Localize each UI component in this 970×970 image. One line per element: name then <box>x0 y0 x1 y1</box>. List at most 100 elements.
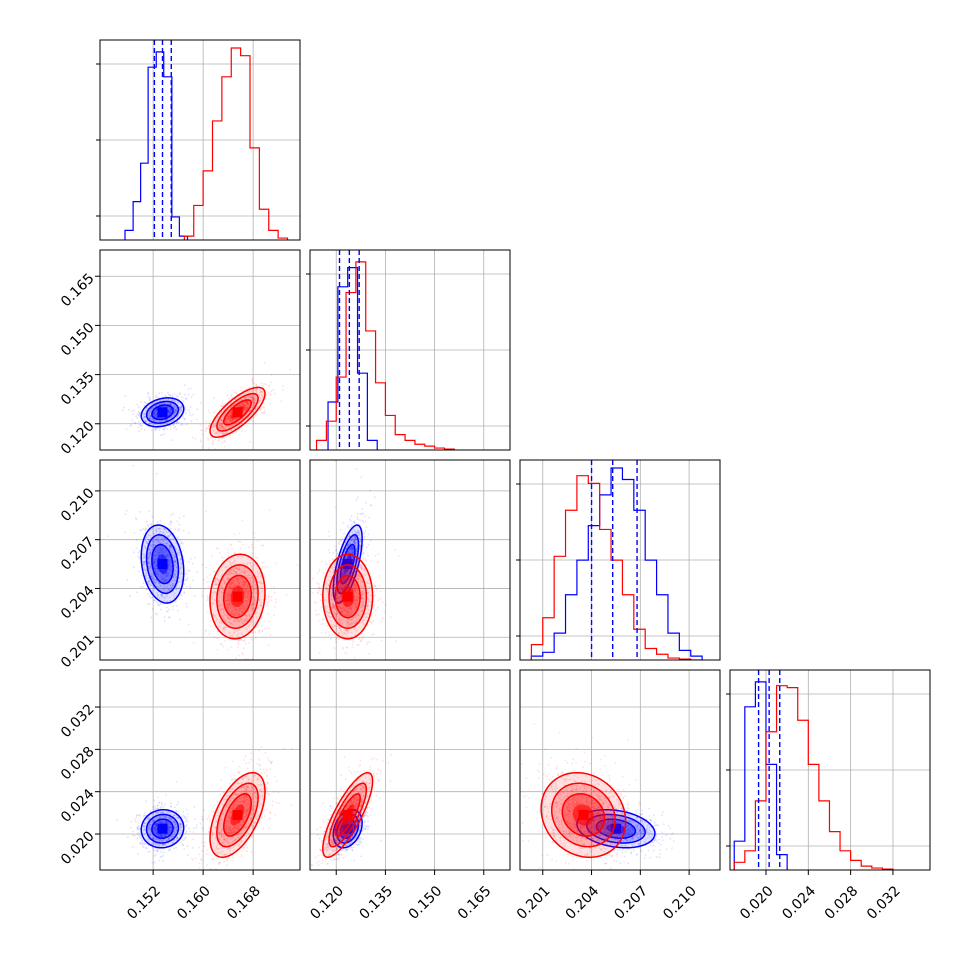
scatter-point <box>220 431 223 434</box>
scatter-point <box>167 572 170 574</box>
scatter-point <box>145 407 148 409</box>
scatter-point <box>159 585 162 588</box>
scatter-point <box>342 568 345 571</box>
scatter-point <box>155 531 157 533</box>
scatter-point <box>164 542 167 545</box>
scatter-point <box>177 421 180 424</box>
scatter-point <box>237 580 240 582</box>
scatter-point <box>183 583 186 586</box>
scatter-point <box>165 539 168 541</box>
scatter-point <box>245 628 248 630</box>
scatter-point <box>209 625 212 628</box>
scatter-point <box>352 589 355 592</box>
scatter-point <box>348 535 351 538</box>
scatter-point <box>174 573 177 576</box>
scatter-point <box>341 633 344 636</box>
scatter-point <box>247 626 249 628</box>
scatter-point <box>341 572 343 574</box>
scatter-point <box>172 399 174 402</box>
scatter-point <box>240 578 243 580</box>
scatter-point <box>183 515 185 518</box>
scatter-point <box>205 576 208 578</box>
scatter-point <box>227 599 230 601</box>
scatter-point <box>236 619 239 622</box>
scatter-point <box>249 408 252 411</box>
scatter-point <box>243 409 246 411</box>
scatter-point <box>251 612 253 615</box>
scatter-point <box>214 423 217 426</box>
scatter-point <box>163 585 166 588</box>
scatter-point <box>241 620 244 622</box>
scatter-point <box>163 533 166 536</box>
scatter-point <box>233 620 236 623</box>
scatter-point <box>359 546 361 548</box>
histogram-series-0 <box>530 467 703 660</box>
scatter-point <box>337 590 339 592</box>
scatter-point <box>226 577 229 580</box>
scatter-point <box>175 422 178 425</box>
scatter-point <box>338 540 341 543</box>
scatter-point <box>245 406 248 409</box>
scatter-point <box>220 405 223 408</box>
scatter-point <box>340 590 343 592</box>
scatter-point <box>180 565 183 568</box>
scatter-point <box>253 536 256 539</box>
scatter-point <box>153 412 156 415</box>
scatter-point <box>259 396 262 399</box>
scatter-point <box>156 613 159 616</box>
scatter-point <box>168 545 171 548</box>
scatter-point <box>337 591 339 594</box>
scatter-point <box>335 565 338 568</box>
scatter-point <box>245 564 248 566</box>
scatter-point <box>165 555 168 557</box>
scatter-point <box>144 420 147 423</box>
scatter-point <box>139 401 142 403</box>
scatter-point <box>252 399 254 401</box>
scatter-point <box>213 598 216 601</box>
scatter-point <box>235 391 238 394</box>
scatter-point <box>154 561 156 563</box>
scatter-point <box>151 515 154 518</box>
scatter-point <box>225 566 228 568</box>
scatter-point <box>173 597 175 599</box>
scatter-point <box>192 413 195 416</box>
scatter-point <box>230 580 233 583</box>
scatter-point <box>246 403 249 406</box>
scatter-point <box>343 573 346 576</box>
scatter-point <box>168 562 171 565</box>
scatter-point <box>332 582 335 585</box>
scatter-point <box>234 391 236 394</box>
scatter-point <box>162 542 165 545</box>
scatter-point <box>335 641 337 644</box>
scatter-point <box>190 387 193 390</box>
scatter-point <box>153 540 156 543</box>
scatter-point <box>148 423 151 425</box>
scatter-point <box>241 571 244 574</box>
scatter-point <box>259 391 262 394</box>
scatter-point <box>260 601 262 604</box>
scatter-point <box>144 529 147 532</box>
scatter-point <box>255 592 258 595</box>
scatter-point <box>131 410 134 412</box>
scatter-point <box>380 620 383 623</box>
scatter-point <box>244 571 246 574</box>
scatter-point <box>142 533 145 536</box>
scatter-point <box>252 592 254 594</box>
scatter-point <box>232 605 235 608</box>
scatter-point <box>235 417 238 419</box>
scatter-point <box>348 614 351 616</box>
scatter-point <box>267 597 270 600</box>
scatter-point <box>168 417 171 419</box>
scatter-point <box>157 594 160 597</box>
scatter-point <box>221 423 224 426</box>
scatter-point <box>235 567 238 569</box>
scatter-point <box>162 576 165 579</box>
scatter-point <box>232 584 235 587</box>
scatter-point <box>254 408 257 411</box>
scatter-point <box>268 620 270 623</box>
scatter-point <box>169 546 172 549</box>
scatter-point <box>164 579 167 581</box>
scatter-point <box>215 419 218 422</box>
scatter-point <box>154 550 157 553</box>
scatter-point <box>148 580 151 583</box>
